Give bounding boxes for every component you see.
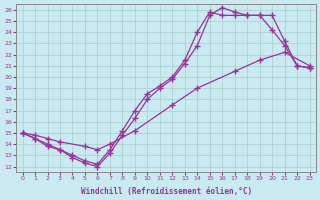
X-axis label: Windchill (Refroidissement éolien,°C): Windchill (Refroidissement éolien,°C) bbox=[81, 187, 252, 196]
